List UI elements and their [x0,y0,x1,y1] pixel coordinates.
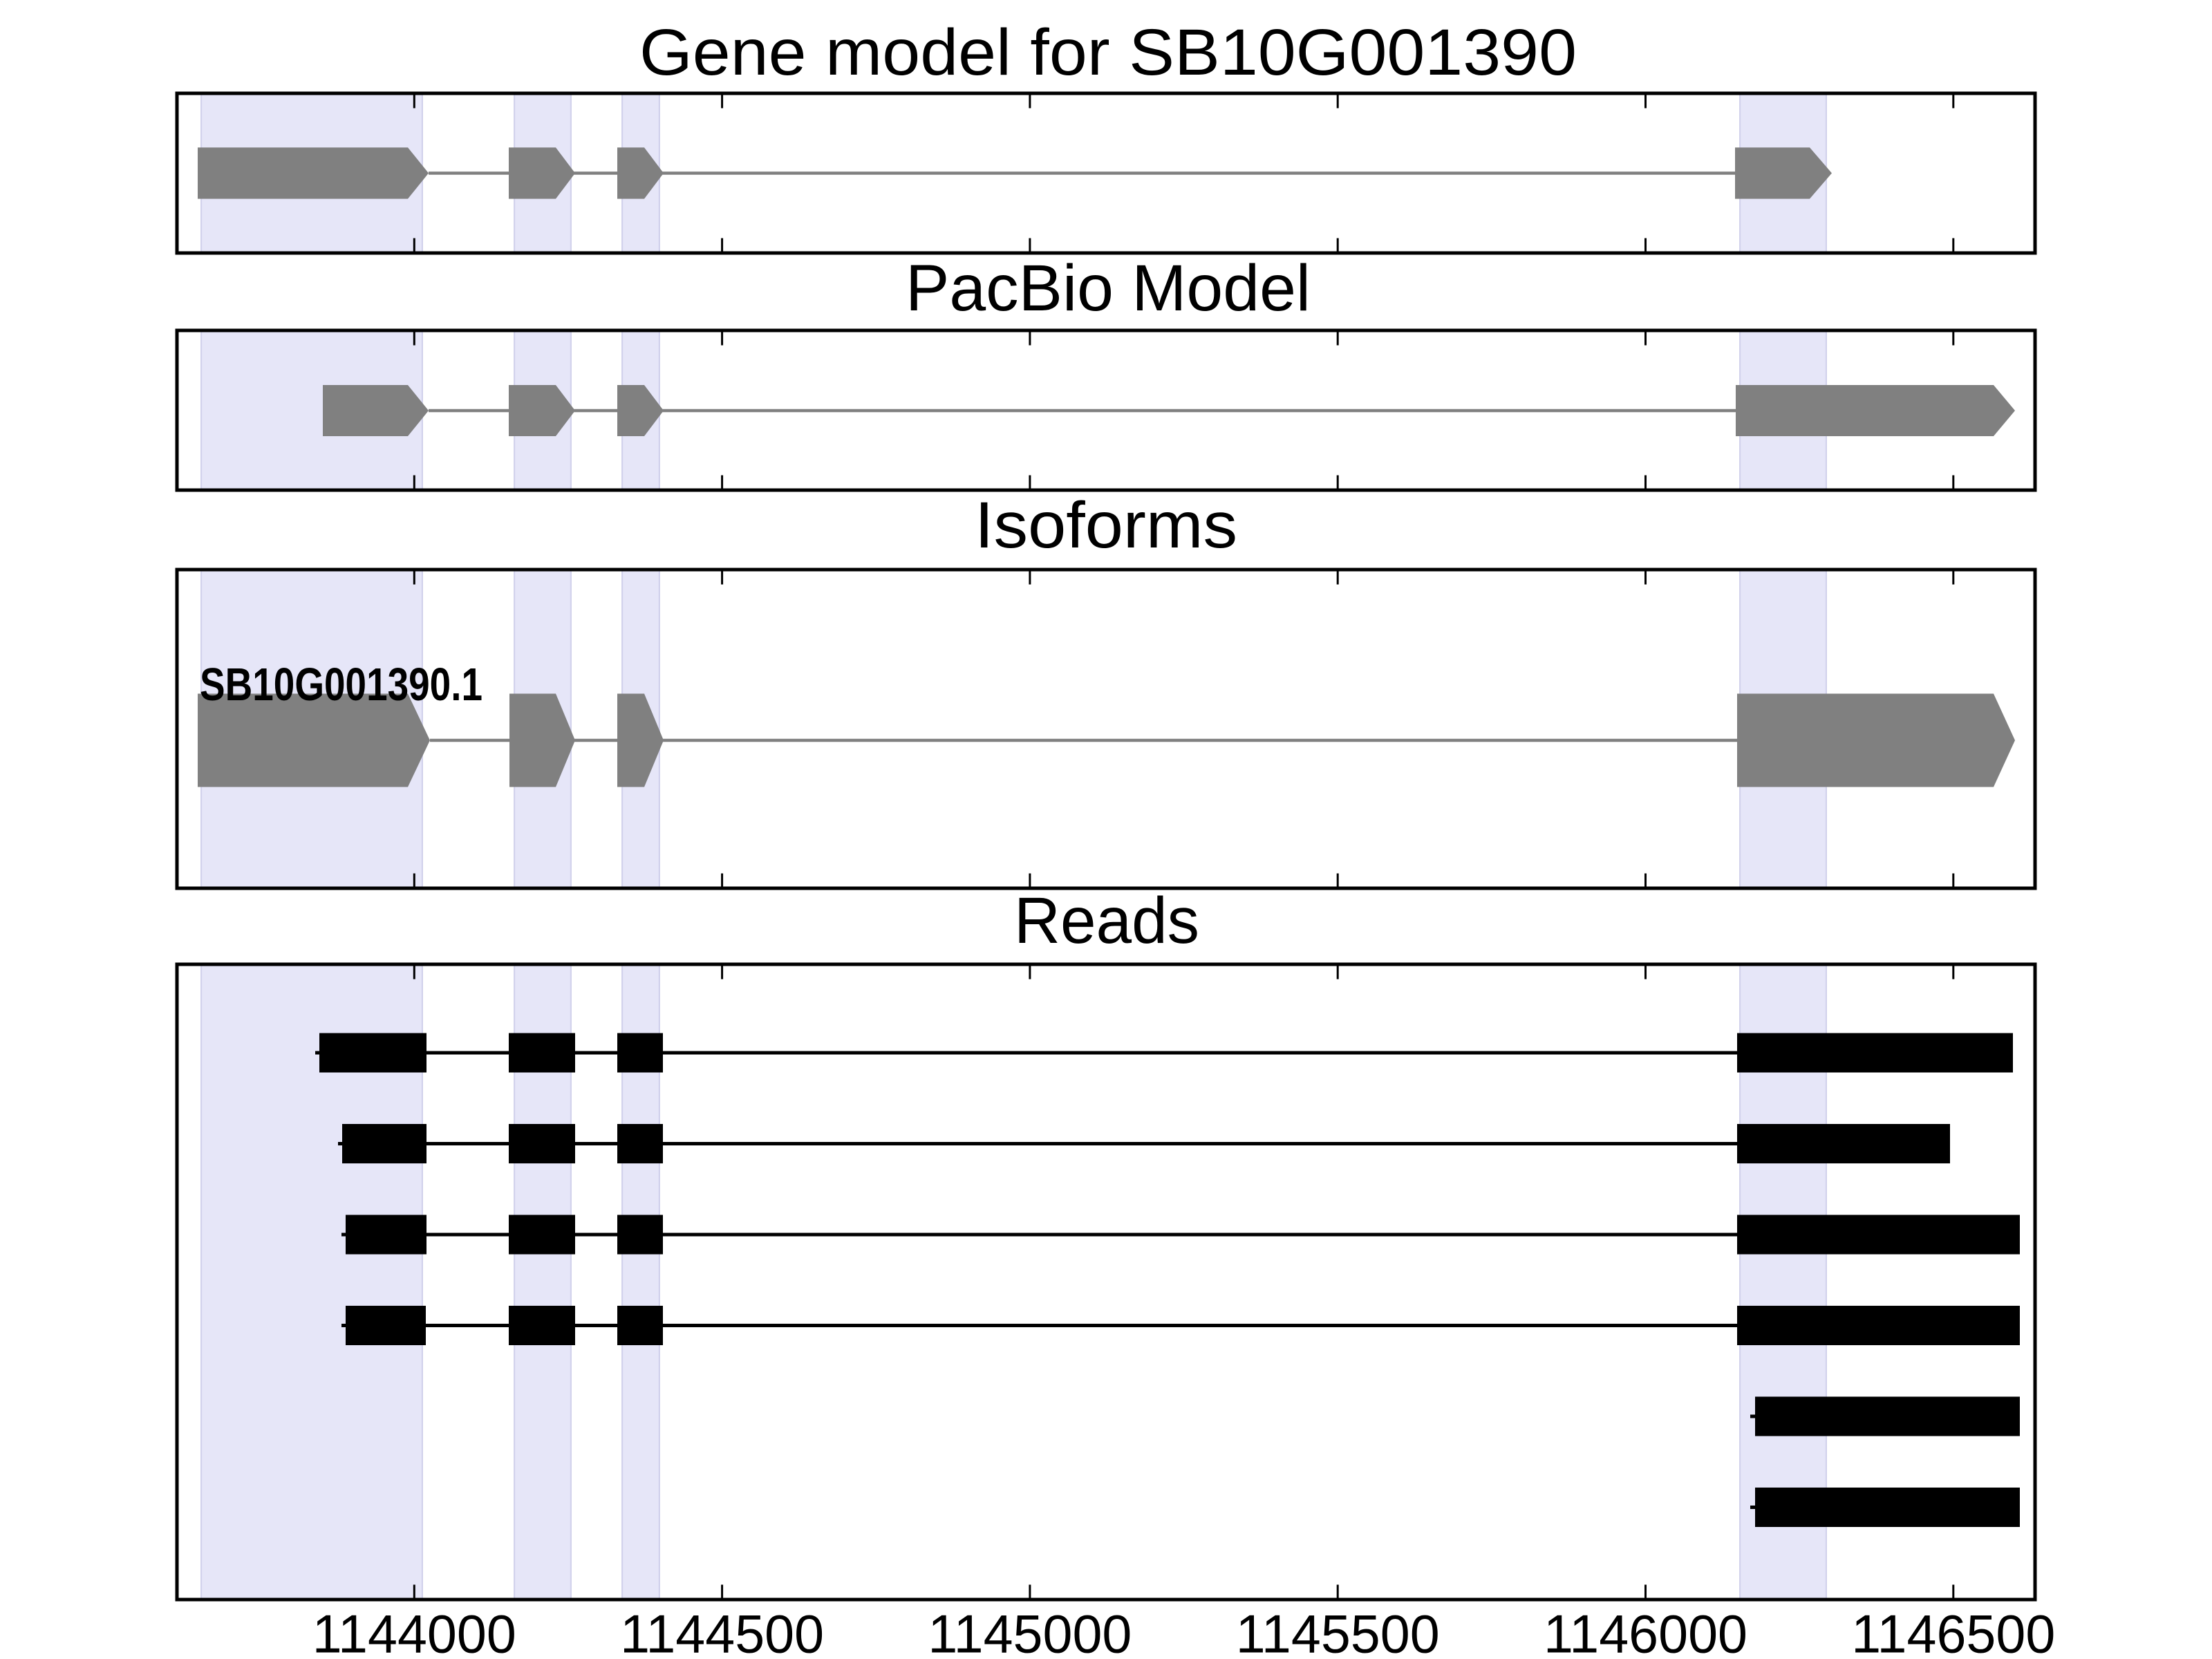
svg-text:1145000: 1145000 [928,1604,1132,1659]
svg-text:SB10G001390.1: SB10G001390.1 [200,659,482,711]
svg-text:1145500: 1145500 [1236,1604,1440,1659]
svg-text:1144500: 1144500 [620,1604,824,1659]
svg-text:1146000: 1146000 [1544,1604,1747,1659]
svg-text:Reads: Reads [1014,884,1199,957]
svg-text:Gene model for SB10G001390: Gene model for SB10G001390 [639,16,1577,89]
svg-text:1144000: 1144000 [312,1604,516,1659]
svg-text:1146500: 1146500 [1851,1604,2055,1659]
svg-text:PacBio Model: PacBio Model [906,252,1311,325]
svg-text:Isoforms: Isoforms [975,489,1237,562]
